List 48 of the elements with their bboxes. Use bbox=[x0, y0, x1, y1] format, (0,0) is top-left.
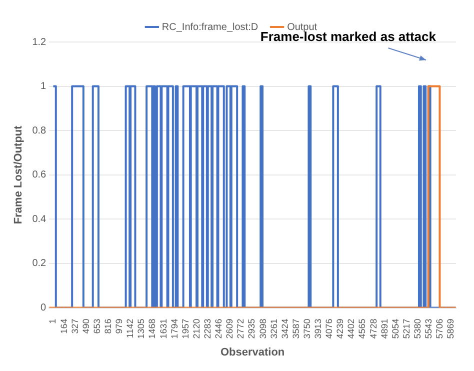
x-tick-label: 979 bbox=[114, 318, 124, 334]
x-tick-label: 3587 bbox=[290, 318, 301, 339]
x-tick-label: 4891 bbox=[379, 318, 390, 339]
legend-label: RC_Info:frame_lost:D bbox=[162, 22, 258, 33]
y-tick-label: 1 bbox=[40, 81, 47, 92]
x-tick-label: 1468 bbox=[147, 318, 158, 339]
y-tick-label: 1.2 bbox=[32, 36, 47, 48]
y-tick-label: 0.8 bbox=[32, 125, 47, 136]
x-tick-label: 5380 bbox=[412, 318, 423, 339]
y-tick-label: 0.4 bbox=[32, 214, 47, 225]
x-tick-label: 1957 bbox=[180, 318, 190, 339]
x-tick-label: 1142 bbox=[125, 318, 136, 338]
x-tick-label: 327 bbox=[70, 318, 80, 334]
x-tick-label: 490 bbox=[80, 318, 91, 334]
x-tick-label: 1 bbox=[48, 318, 58, 324]
x-tick-label: 3424 bbox=[280, 318, 290, 339]
x-tick-label: 1631 bbox=[158, 318, 168, 339]
x-tick-label: 5054 bbox=[390, 318, 400, 339]
x-axis-title: Observation bbox=[220, 346, 285, 358]
x-tick-label: 1794 bbox=[169, 318, 180, 339]
x-tick-label: 2609 bbox=[224, 318, 235, 339]
x-tick-label: 5217 bbox=[401, 318, 412, 339]
x-tick-label: 3261 bbox=[268, 318, 279, 339]
x-tick-label: 4239 bbox=[335, 318, 346, 339]
x-tick-label: 653 bbox=[92, 318, 102, 334]
x-tick-label: 5869 bbox=[446, 318, 456, 339]
x-tick-label: 5706 bbox=[434, 318, 445, 339]
x-tick-label: 816 bbox=[102, 318, 113, 334]
x-tick-label: 4565 bbox=[357, 318, 368, 339]
x-tick-label: 2772 bbox=[236, 318, 246, 339]
x-tick-label: 4402 bbox=[346, 318, 356, 339]
x-tick-label: 3913 bbox=[313, 318, 324, 339]
x-tick-label: 2446 bbox=[214, 318, 224, 339]
y-tick-label: 0 bbox=[40, 302, 47, 314]
x-tick-label: 164 bbox=[58, 318, 69, 334]
x-tick-label: 1305 bbox=[136, 318, 146, 339]
x-tick-label: 4728 bbox=[368, 318, 378, 339]
legend-label: Output bbox=[287, 22, 318, 33]
x-tick-label: 2120 bbox=[191, 318, 202, 339]
y-axis-title: Frame Lost/Output bbox=[12, 125, 25, 224]
x-tick-label: 2283 bbox=[202, 318, 212, 339]
x-tick-label: 3098 bbox=[258, 318, 268, 339]
x-tick-label: 3750 bbox=[302, 318, 312, 339]
x-tick-label: 4076 bbox=[324, 318, 334, 339]
x-tick-label: 5543 bbox=[424, 318, 434, 339]
y-tick-label: 0.2 bbox=[32, 258, 47, 270]
y-tick-label: 0.6 bbox=[32, 170, 47, 181]
x-tick-label: 2935 bbox=[246, 318, 257, 339]
